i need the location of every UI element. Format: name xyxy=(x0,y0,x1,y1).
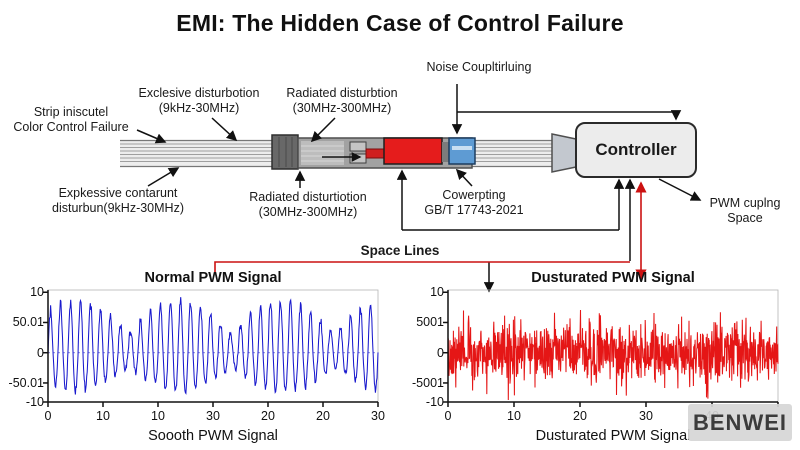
label-expressive-disturbance-bottom: Expkessive contarunt disturbun(9kHz-30MHz… xyxy=(52,186,184,216)
label-space-lines: Space Lines xyxy=(360,243,440,258)
y-tick-label: -50.01 xyxy=(8,375,44,390)
x-tick-label: 10 xyxy=(96,409,110,423)
y-tick-label: 50.01 xyxy=(12,315,44,330)
y-tick-label: 0 xyxy=(37,345,44,360)
cable-right-strands xyxy=(472,139,556,168)
x-tick-label: 20 xyxy=(261,409,275,423)
chart-title: Normal PWM Signal xyxy=(144,270,282,286)
cable-left-strands xyxy=(120,139,300,168)
x-tick-label: 30 xyxy=(206,409,220,423)
plot-area xyxy=(443,289,779,407)
label-radiated-disturbance-bottom: Radiated disturtiotion (30MHz-300MHz) xyxy=(249,190,367,220)
y-tick-label: 10 xyxy=(430,285,444,300)
signal-waveform xyxy=(47,297,379,395)
controller-plug xyxy=(551,133,577,173)
blue-component xyxy=(448,137,476,165)
chart-xlabel: Soooth PWM Signal xyxy=(148,428,278,444)
signal-waveform xyxy=(447,309,779,401)
x-tick-label: 20 xyxy=(573,409,587,423)
x-tick-label: 10 xyxy=(507,409,521,423)
label-strip-control-failure: Strip iniscutel Color Control Failure xyxy=(13,105,129,135)
chart-xlabel: Dusturated PWM Signal xyxy=(535,428,691,444)
chart-title: Dusturated PWM Signal xyxy=(531,270,695,286)
x-tick-label: 0 xyxy=(444,409,452,423)
page-title: EMI: The Hidden Case of Control Failure xyxy=(176,10,624,36)
label-exclesive-disturbance-top: Exclesive disturbotion (9kHz-30MHz) xyxy=(138,86,260,116)
benwei-watermark: BENWEI xyxy=(688,404,792,441)
y-tick-label: 0 xyxy=(437,345,444,360)
x-tick-label: 10 xyxy=(151,409,165,423)
chart-normal-pwm: Normal PWM Signal 10 50.01 0 -50.01 -10 0 10 10 3… xyxy=(2,270,394,450)
label-radiated-disturbance-top: Radiated disturbtion (30MHz-300MHz) xyxy=(286,86,398,116)
y-tick-label: 5001 xyxy=(416,315,444,330)
x-tick-label: 30 xyxy=(639,409,653,423)
housing-contact-upper xyxy=(349,141,367,152)
label-standard-gbt: Cowerpting GB/T 17743-2021 xyxy=(424,188,524,218)
red-component xyxy=(383,137,443,165)
y-tick-label: -10 xyxy=(25,395,44,409)
plot-area xyxy=(43,289,379,407)
y-tick-label: 10 xyxy=(30,285,44,300)
cable-connector-block xyxy=(271,134,299,170)
controller-box xyxy=(575,122,697,178)
x-tick-label: 0 xyxy=(44,409,52,423)
x-tick-label: 30 xyxy=(371,409,385,423)
label-pwm-coupling: PWM cuplng Space xyxy=(709,196,781,226)
y-tick-label: -5001 xyxy=(412,375,444,390)
chart-disturbed-pwm: Dusturated PWM Signal 10 5001 0 -5001 -10 0 10 2… xyxy=(402,270,794,450)
y-tick-label: -10 xyxy=(425,395,444,409)
label-noise-coupling: Noise Coupltirluing xyxy=(426,60,532,74)
x-tick-label: 20 xyxy=(316,409,330,423)
housing-contact-lower xyxy=(349,153,367,164)
